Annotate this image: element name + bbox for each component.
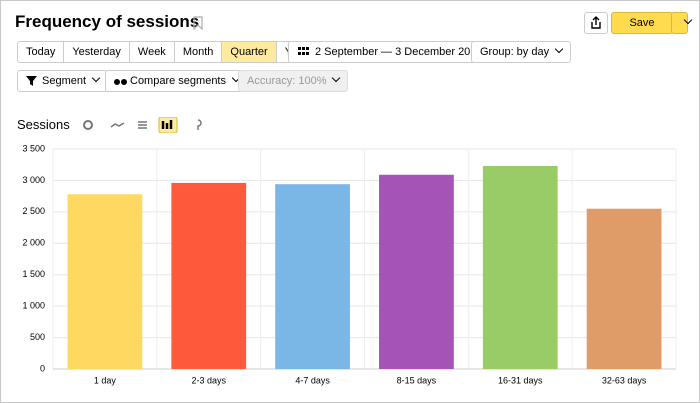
- export-button[interactable]: [584, 12, 608, 34]
- bar: [482, 165, 558, 369]
- page-title: Frequency of sessions: [15, 12, 200, 31]
- chart-type-icons: [83, 117, 202, 133]
- x-tick-label: 32-63 days: [602, 375, 647, 385]
- compare-button[interactable]: Compare segments: [105, 70, 248, 92]
- y-tick-label: 3 000: [22, 175, 45, 185]
- bar: [275, 184, 350, 369]
- period-selector: TodayYesterdayWeekMonthQuarterYear: [17, 41, 316, 63]
- y-tick-label: 3 500: [22, 143, 45, 153]
- segment-button[interactable]: Segment: [17, 70, 109, 92]
- bar: [586, 208, 662, 369]
- accuracy-dropdown[interactable]: Accuracy: 100%: [238, 70, 349, 92]
- pie-icon[interactable]: [83, 120, 93, 130]
- y-tick-label: 1 000: [22, 301, 45, 311]
- y-tick-label: 1 500: [22, 269, 45, 279]
- x-tick-label: 16-31 days: [498, 375, 543, 385]
- compare-text: Compare segments: [130, 75, 226, 87]
- group-dropdown[interactable]: Group: by day: [471, 41, 572, 63]
- period-button[interactable]: Today: [26, 46, 56, 58]
- x-tick-label: 2-3 days: [191, 375, 226, 385]
- bar: [379, 174, 454, 369]
- date-range[interactable]: 2 September — 3 December 2015: [288, 41, 492, 63]
- period-button[interactable]: Yesterday: [63, 42, 129, 62]
- date-range-text: 2 September — 3 December 2015: [315, 46, 483, 58]
- y-tick-label: 0: [40, 363, 45, 373]
- group-text: Group: by day: [480, 46, 550, 58]
- accuracy-text: Accuracy: 100%: [247, 75, 327, 87]
- y-tick-label: 500: [30, 332, 45, 342]
- area-icon[interactable]: [138, 121, 147, 129]
- bar: [171, 182, 247, 369]
- x-tick-label: 8-15 days: [397, 375, 437, 385]
- period-button[interactable]: Week: [128, 42, 174, 62]
- segment-text: Segment: [42, 75, 87, 87]
- y-tick-label: 2 500: [22, 206, 45, 216]
- save-button[interactable]: Save: [611, 12, 673, 34]
- bookmark-icon[interactable]: [193, 16, 203, 30]
- y-tick-label: 2 000: [22, 238, 45, 248]
- save-menu[interactable]: [671, 12, 688, 34]
- x-tick-label: 4-7 days: [295, 375, 330, 385]
- bar: [67, 194, 143, 369]
- chart-title: Sessions: [17, 117, 70, 132]
- line-icon[interactable]: [110, 122, 125, 128]
- x-tick-label: 1 day: [94, 375, 117, 385]
- period-button[interactable]: Month: [173, 42, 222, 62]
- map-icon[interactable]: [197, 119, 202, 130]
- period-button[interactable]: Quarter: [221, 42, 276, 62]
